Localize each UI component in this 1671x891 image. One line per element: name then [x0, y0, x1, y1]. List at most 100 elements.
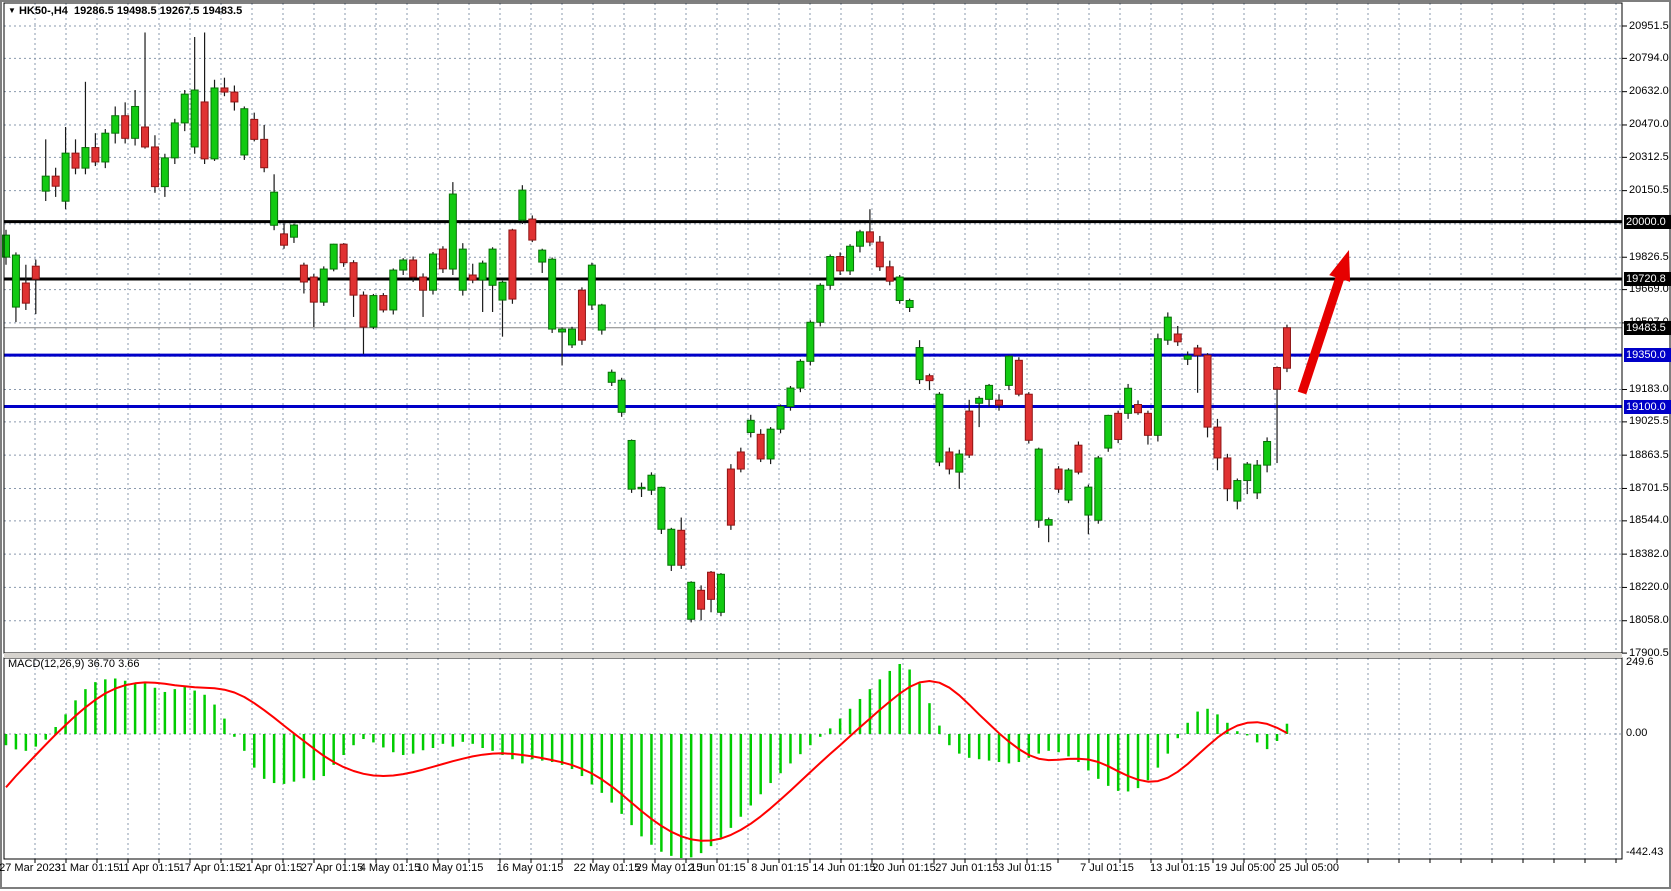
macd-scale-zero: 0.00 [1626, 727, 1648, 739]
price-level-badge: 19100.0 [1624, 399, 1671, 414]
bull-candle [716, 573, 725, 613]
bull-candle [1004, 355, 1013, 386]
bull-candle [816, 284, 825, 323]
price-level-badge: 19483.5 [1624, 320, 1671, 335]
price-tick-label: 18701.5 [1629, 481, 1669, 494]
bear-candle [1223, 457, 1232, 490]
date-tick-label: 27 Mar 2023 [0, 862, 61, 874]
bear-candle [1273, 367, 1282, 390]
date-tick-label: 31 Mar 01:15 [54, 862, 120, 874]
trend-arrow-shaft [1297, 271, 1346, 395]
bear-candle [875, 241, 884, 268]
bull-candle [786, 387, 795, 408]
bull-candle [1094, 457, 1103, 521]
bull-candle [11, 254, 20, 308]
bull-candle [180, 93, 189, 124]
macd-signal-value: 3.66 [118, 658, 140, 670]
bear-candle [756, 433, 765, 460]
date-tick-label: 27 Apr 01:15 [300, 862, 364, 874]
bear-candle [1193, 347, 1202, 356]
bear-candle [150, 146, 159, 188]
bear-candle [409, 259, 418, 278]
date-tick-label: 11 Apr 01:15 [118, 862, 180, 874]
bear-candle [726, 468, 735, 526]
bull-candle [985, 384, 994, 400]
bull-candle [61, 152, 70, 202]
price-tick-label: 18220.0 [1629, 580, 1669, 593]
bear-candle [1024, 393, 1033, 441]
date-tick-label: 16 May 01:15 [496, 862, 564, 874]
bear-candle [220, 87, 229, 93]
bull-candle [131, 105, 140, 139]
bear-candle [945, 451, 954, 470]
bear-candle [91, 147, 100, 163]
bear-candle [280, 233, 289, 246]
symbol-dropdown-caret[interactable]: ▼ [8, 6, 16, 15]
price-tick-label: 20150.5 [1629, 184, 1669, 197]
bear-candle [697, 589, 706, 610]
bull-candle [1253, 464, 1262, 494]
bear-candle [925, 375, 934, 382]
bull-candle [428, 253, 437, 291]
bull-candle [448, 193, 457, 270]
bull-candle [627, 439, 636, 490]
price-tick-label: 20951.5 [1629, 19, 1669, 32]
bear-candle [260, 138, 269, 169]
bull-candle [270, 191, 279, 226]
price-tick-label: 19183.0 [1629, 382, 1669, 395]
price-tick-label: 17900.5 [1629, 646, 1669, 659]
bull-candle [895, 276, 904, 301]
bull-candle [81, 147, 90, 169]
bear-candle [468, 274, 477, 281]
date-tick-label: 7 Jul 01:15 [1080, 862, 1134, 874]
bear-candle [359, 294, 368, 328]
price-tick-label: 18544.0 [1629, 514, 1669, 527]
bear-candle [836, 256, 845, 272]
bear-candle [1213, 426, 1222, 459]
bull-candle [210, 87, 219, 160]
price-tick-label: 20794.0 [1629, 51, 1669, 64]
bear-candle [299, 264, 308, 283]
panel-separator[interactable] [4, 653, 1622, 658]
bull-candle [399, 259, 408, 271]
bear-candle [438, 248, 447, 270]
date-tick-label: 10 May 01:15 [416, 862, 484, 874]
symbol-period-label: HK50-,H4 [18, 5, 68, 17]
date-tick-label: 13 Jul 01:15 [1150, 862, 1210, 874]
bull-candle [796, 360, 805, 389]
bear-candle [965, 410, 974, 456]
bear-candle [1282, 327, 1291, 369]
bear-candle [1054, 468, 1063, 490]
bull-candle [637, 486, 646, 490]
date-tick-label: 25 Jul 05:00 [1279, 862, 1339, 874]
price-level-badge: 20000.0 [1624, 214, 1671, 229]
bull-candle [607, 371, 616, 383]
bull-candle [975, 397, 984, 404]
bear-candle [309, 276, 318, 303]
macd-main-value: 36.70 [87, 658, 116, 670]
bull-candle [915, 347, 924, 381]
bull-candle [1243, 463, 1252, 482]
bull-candle [687, 581, 696, 620]
bear-candle [31, 265, 40, 280]
bear-candle [21, 282, 30, 304]
macd-panel-border [3, 657, 1623, 860]
date-tick-label: 21 Apr 01:15 [239, 862, 303, 874]
bull-candle [776, 406, 785, 430]
bull-candle [667, 528, 676, 566]
bull-candle [617, 379, 626, 413]
bull-candle [826, 256, 835, 286]
bear-candle [230, 91, 239, 103]
bull-candle [855, 231, 864, 247]
date-tick-label: 14 Jun 01:15 [812, 862, 876, 874]
bull-candle [905, 299, 914, 308]
bull-candle [329, 243, 338, 270]
bear-candle [995, 399, 1003, 406]
bear-candle [1203, 354, 1212, 428]
bull-candle [1153, 338, 1162, 436]
date-tick-label: 22 May 01:15 [573, 862, 641, 874]
bull-candle [766, 428, 775, 460]
date-tick-label: 27 Jun 01:15 [935, 862, 999, 874]
